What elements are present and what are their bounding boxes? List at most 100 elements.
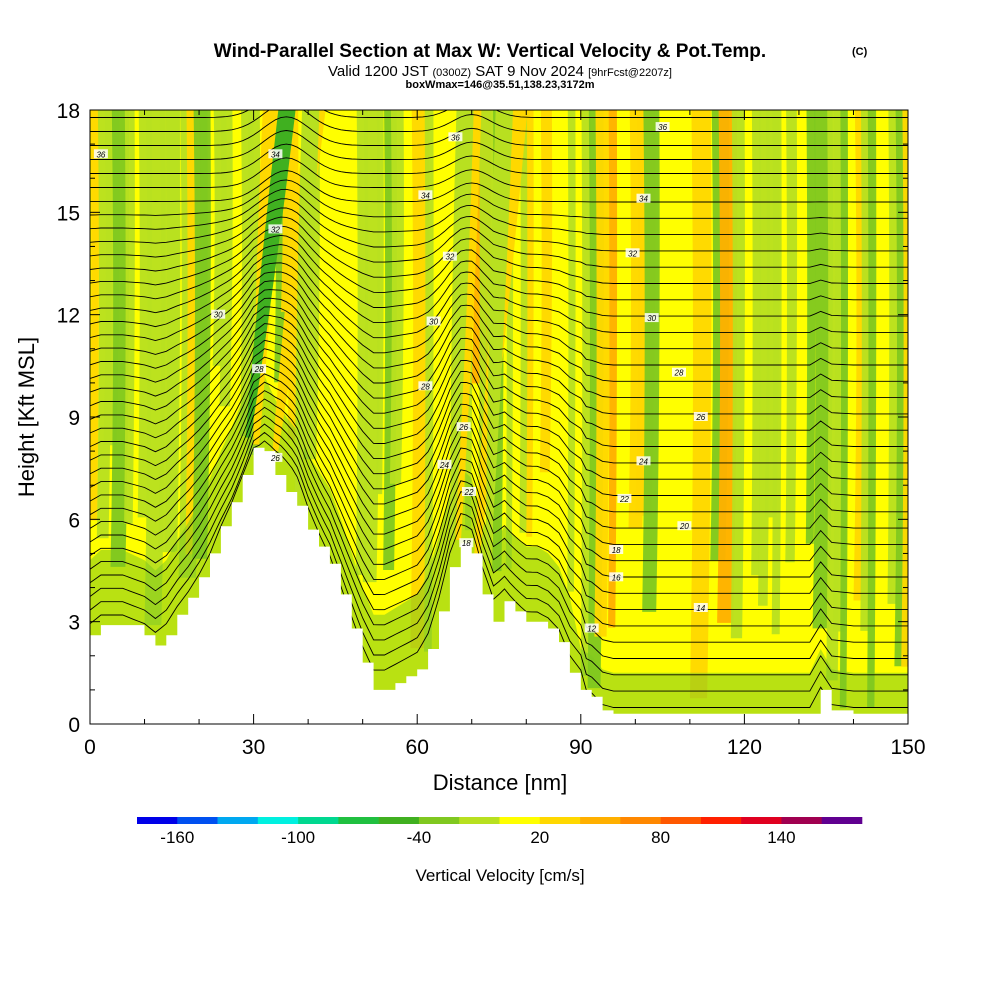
downdraft-plume [245,110,296,438]
isentrope-line [90,398,908,627]
isentrope-line [90,216,908,284]
subtitle-date: SAT 9 Nov 2024 [475,63,584,80]
isentrope-line [90,143,908,174]
isentrope-line [90,157,908,188]
contour-label: 22 [619,495,629,504]
velocity-streak [689,110,712,699]
isentrope-line [90,364,908,562]
plot-area [90,110,908,724]
isentrope-line [90,225,908,301]
isentrope-line [90,188,908,236]
contour-label-bg [459,538,474,548]
velocity-streak [410,110,430,649]
contour-label-bg [462,487,476,496]
y-tick-label: 18 [57,100,80,123]
isentrope-line [90,234,908,317]
colorbar-tick-label: 20 [530,828,549,847]
isentrope-line [90,306,908,447]
colorbar-swatch [539,817,581,824]
colorbar-swatch [741,817,782,824]
x-axis-label: Distance [nm] [433,770,568,795]
contour-label: 36 [658,123,667,132]
isentrope-line [90,198,908,252]
y-tick-label: 15 [57,202,80,225]
contour-label: 24 [638,457,648,466]
isentrope-line [90,381,908,594]
contour-label: 32 [445,253,454,262]
contour-label: 18 [612,546,621,555]
contour-label: 14 [696,604,705,613]
contour-label: 34 [639,195,648,204]
contour-label: 26 [270,454,280,463]
contour-label-bg [437,459,452,469]
colorbar-swatch [177,817,218,824]
contour-label: 26 [695,413,705,422]
velocity-streak [362,110,381,583]
contour-label: 16 [612,573,621,582]
y-tick-label: 0 [68,714,80,737]
subtitle-utc: (0300Z) [433,67,472,79]
isentrope-line [90,423,908,676]
isentrope-line [90,271,908,382]
contour-label-bg [693,603,708,612]
x-tick-label: 60 [406,736,429,759]
contour-label-bg [442,251,457,261]
chart-title: Wind-Parallel Section at Max W: Vertical… [214,41,766,62]
contour-label-bg [252,364,267,374]
contour-label-bg [268,149,283,159]
y-tick-label: 12 [57,305,80,328]
velocity-streak [199,110,208,506]
isentrope-line [90,116,908,146]
isentrope-line [90,280,908,399]
isentrope-line [90,356,908,545]
contour-label-bg [418,190,433,200]
contour-label-bg [268,452,283,462]
chart-subtitle: Valid 1200 JST (0300Z) SAT 9 Nov 2024 [9… [328,63,672,80]
colorbar-swatch [338,817,379,824]
velocity-streak [567,110,576,592]
colorbar-swatch [499,817,541,824]
colorbar-tick-label: -160 [160,828,194,847]
velocity-streak [376,110,384,495]
contour-label: 32 [271,225,280,234]
contour-label-bg [211,309,226,319]
subtitle-forecast: [9hrFcst@2207z] [588,67,672,79]
velocity-streak [526,110,534,537]
isentrope-line [90,415,908,659]
x-tick-label: 150 [890,736,925,759]
contour-label: 34 [271,150,280,159]
contour-label: 36 [96,150,105,159]
velocity-streak [165,110,181,551]
isentrope-line [90,262,908,366]
contour-label-bg [636,456,651,466]
colorbar-swatch [700,817,742,824]
velocity-streak [860,110,871,631]
x-tick-label: 90 [569,736,592,759]
velocity-streak [867,110,877,708]
contour-label: 24 [439,461,449,470]
contour-label-bg [672,367,686,377]
colorbar-swatch [821,817,863,824]
contour-label: 32 [628,249,637,258]
contour-label-bg [693,412,708,421]
isentrope-line [90,406,908,643]
chart-title-units: (C) [852,46,868,58]
isentrope-line [90,390,908,611]
velocity-streak [90,110,99,521]
velocity-streak [519,110,529,533]
colorbar-label: Vertical Velocity [cm/s] [415,866,584,885]
velocity-streak [812,110,833,629]
colorbar: -160 -100 -40 20 80 140 [137,817,863,847]
isentrope-line [90,331,908,496]
contour-label: 30 [214,311,223,320]
velocity-streak [839,110,849,709]
contour-label: 26 [458,423,468,432]
isentrope-line [90,244,908,333]
isentrope-line [90,431,908,692]
velocity-streak [887,110,899,604]
contour-label-bg [609,572,624,582]
contour-label-bg [617,493,632,503]
velocity-streak [124,110,135,524]
velocity-streak [110,110,130,567]
